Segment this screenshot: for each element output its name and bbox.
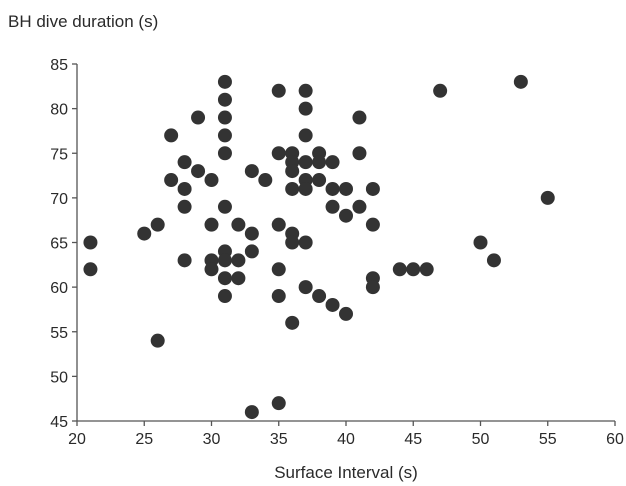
data-point [312, 173, 327, 188]
data-point [298, 83, 313, 98]
data-point [312, 155, 327, 170]
data-point [365, 217, 380, 232]
data-point [419, 262, 434, 277]
data-point [83, 262, 98, 277]
y-tick-label: 75 [50, 146, 68, 163]
x-tick-label: 35 [270, 431, 288, 448]
data-point [285, 164, 300, 179]
data-point [204, 262, 219, 277]
data-point [150, 333, 165, 348]
y-tick-label: 55 [50, 325, 68, 342]
data-point [285, 235, 300, 250]
data-point [217, 110, 232, 125]
data-point [298, 128, 313, 143]
data-point [513, 74, 528, 89]
data-point [217, 289, 232, 304]
data-point [298, 101, 313, 116]
y-tick-label: 80 [50, 102, 68, 119]
data-point [339, 181, 353, 196]
data-point [352, 146, 367, 161]
data-point [217, 146, 232, 161]
x-tick-label: 40 [337, 431, 355, 448]
data-point [217, 253, 232, 268]
data-point [271, 262, 286, 277]
x-tick-label: 55 [539, 431, 557, 448]
data-point [177, 253, 192, 268]
y-tick-label: 50 [50, 369, 68, 386]
x-tick-label: 50 [472, 431, 490, 448]
x-tick-label: 60 [606, 431, 624, 448]
data-point [271, 83, 286, 98]
x-axis-title: Surface Interval (s) [274, 463, 418, 482]
data-point [217, 128, 232, 143]
x-axis-ticks: 20 25 30 35 40 45 50 55 60 [68, 421, 624, 448]
y-axis-ticks: 45 50 55 60 65 70 75 80 85 [50, 57, 77, 431]
data-point [217, 92, 232, 107]
data-point [217, 199, 232, 214]
data-point [298, 235, 313, 250]
data-point [540, 190, 555, 205]
data-point [191, 110, 206, 125]
y-tick-label: 45 [50, 414, 68, 431]
data-point [325, 181, 340, 196]
data-point [325, 199, 340, 214]
data-point [217, 271, 232, 286]
data-point [244, 405, 259, 420]
data-point [486, 253, 501, 268]
data-point [298, 155, 313, 170]
data-point [244, 164, 259, 179]
x-tick-label: 45 [404, 431, 422, 448]
data-point [325, 155, 340, 170]
data-point [352, 110, 367, 125]
data-point [271, 289, 286, 304]
data-point [258, 173, 273, 188]
data-point [177, 199, 192, 214]
data-point [244, 226, 259, 241]
data-point [177, 181, 192, 196]
data-point [150, 217, 165, 232]
data-point [244, 244, 259, 259]
data-point [271, 217, 286, 232]
data-point [271, 396, 286, 411]
data-point [285, 315, 300, 330]
y-tick-label: 85 [50, 57, 68, 74]
x-tick-label: 30 [203, 431, 221, 448]
data-point [312, 289, 327, 304]
data-point [298, 181, 313, 196]
data-points [83, 74, 555, 420]
y-tick-label: 65 [50, 236, 68, 253]
data-point [217, 74, 232, 89]
data-point [339, 208, 353, 223]
y-tick-label: 60 [50, 280, 68, 297]
data-point [392, 262, 407, 277]
data-point [177, 155, 192, 170]
plot-area: 20 25 30 35 40 45 50 55 60 45 50 55 60 65 70 75 80 85 [50, 57, 624, 448]
data-point [231, 217, 246, 232]
data-point [352, 199, 367, 214]
x-tick-label: 25 [135, 431, 153, 448]
data-point [204, 173, 219, 188]
data-point [164, 128, 179, 143]
data-point [433, 83, 448, 98]
data-point [231, 253, 246, 268]
data-point [365, 280, 380, 295]
data-point [137, 226, 152, 241]
data-point [339, 306, 353, 321]
y-axis-title: BH dive duration (s) [8, 12, 158, 31]
y-tick-label: 70 [50, 191, 68, 208]
x-tick-label: 20 [68, 431, 86, 448]
data-point [83, 235, 98, 250]
data-point [271, 146, 286, 161]
data-point [473, 235, 488, 250]
data-point [325, 297, 340, 312]
data-point [406, 262, 421, 277]
data-point [191, 164, 206, 179]
data-point [365, 181, 380, 196]
data-point [164, 173, 179, 188]
data-point [285, 181, 300, 196]
data-point [231, 271, 246, 286]
data-point [298, 280, 313, 295]
data-point [204, 217, 219, 232]
